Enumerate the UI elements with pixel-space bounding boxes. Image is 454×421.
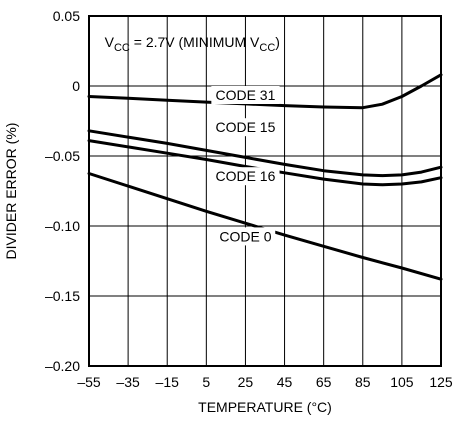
y-tick-label: –0.10 xyxy=(45,218,80,234)
y-tick-label: –0.15 xyxy=(45,288,80,304)
x-tick-label: 45 xyxy=(277,374,293,390)
condition-annotation: VCC = 2.7V (MINIMUM VCC) xyxy=(105,34,280,54)
y-tick-label: –0.20 xyxy=(45,358,80,374)
series-line-code-16 xyxy=(87,139,443,187)
series-label-bg xyxy=(211,86,280,104)
series-label-bg xyxy=(211,167,280,186)
series-label: CODE 15 xyxy=(215,119,275,135)
y-tick-label: 0.05 xyxy=(53,8,80,24)
x-tick-label: –55 xyxy=(77,374,101,390)
x-tick-labels: –55 –35 –15 5 25 45 65 85 105 125 xyxy=(77,374,453,390)
y-tick-label: 0 xyxy=(72,78,80,94)
y-tick-label: –0.05 xyxy=(45,148,80,164)
x-axis-title: TEMPERATURE (°C) xyxy=(198,399,332,415)
series-label-bg xyxy=(211,118,280,137)
x-tick-label: 25 xyxy=(238,374,254,390)
series-label-bg xyxy=(215,227,276,246)
series-labels: CODE 31 CODE 15 CODE 16 CODE 0 xyxy=(211,86,280,246)
x-tick-label: 85 xyxy=(355,374,371,390)
series-label: CODE 31 xyxy=(215,87,275,103)
plot-frame xyxy=(88,15,442,367)
y-tick-labels: 0.05 0 –0.05 –0.10 –0.15 –0.20 xyxy=(45,8,80,374)
series-label: CODE 16 xyxy=(215,168,275,184)
series-line-code-31 xyxy=(87,73,443,110)
x-tick-label: –15 xyxy=(156,374,180,390)
x-tick-label: 5 xyxy=(202,374,210,390)
x-tick-label: 65 xyxy=(316,374,332,390)
x-tick-label: 125 xyxy=(429,374,453,390)
y-axis-title: DIVIDER ERROR (%) xyxy=(3,123,19,260)
series-label: CODE 0 xyxy=(219,228,271,244)
series-line-code-15 xyxy=(87,129,443,178)
x-tick-label: –35 xyxy=(116,374,140,390)
x-tick-label: 105 xyxy=(390,374,414,390)
